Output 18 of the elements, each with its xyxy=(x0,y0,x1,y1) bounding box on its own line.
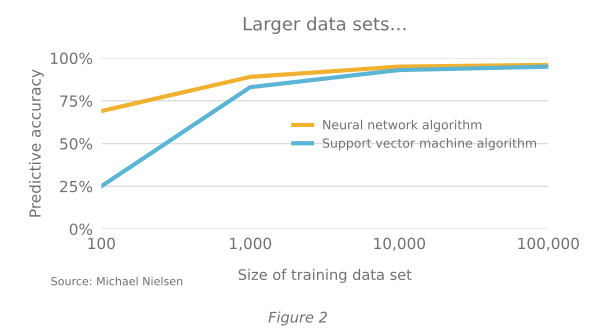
y-tick-label: 25% xyxy=(60,180,92,192)
y-axis-title: Predictive accuracy xyxy=(28,69,44,217)
y-tick-label: 75% xyxy=(60,95,92,107)
y-tick-label: 100% xyxy=(50,52,92,64)
legend-label: Support vector machine algorithm xyxy=(322,138,536,150)
x-tick-label: 100,000 xyxy=(518,238,579,251)
x-axis-title: Size of training data set xyxy=(238,268,412,283)
x-tick-label: 10,000 xyxy=(374,238,426,251)
line-series xyxy=(101,62,548,114)
x-tick-label: 100 xyxy=(88,238,115,250)
y-tick-label: 0% xyxy=(70,223,92,236)
legend-label: Neural network algorithm xyxy=(323,120,482,132)
y-tick-label: 50% xyxy=(60,138,92,150)
source-note: Source: Michael Nielsen xyxy=(51,276,182,286)
chart-title: Larger data sets… xyxy=(244,16,406,34)
line-series xyxy=(101,64,548,188)
caption: Figure 2 xyxy=(268,311,328,326)
x-tick-label: 1,000 xyxy=(230,238,272,251)
